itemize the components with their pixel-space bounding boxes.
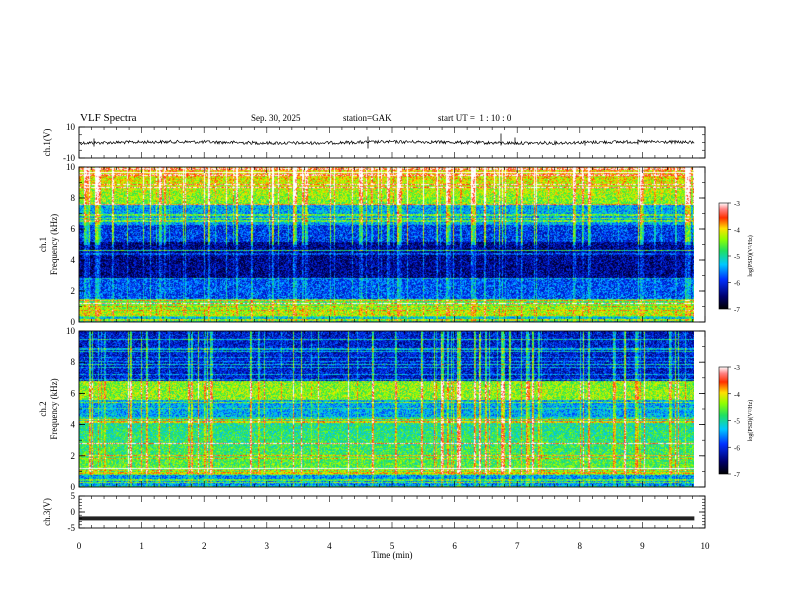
colorbar-label: log(PSD)(V²/Hz) — [747, 235, 754, 276]
colorbar-2 — [718, 366, 729, 475]
colorbar-tick-label: -4 — [734, 391, 740, 399]
y-tick-label: 5 — [71, 491, 76, 501]
date-label: Sep. 30, 2025 — [251, 113, 301, 123]
ch3-waveform-panel: 5 0 -5 ch.3(V) — [42, 491, 706, 533]
ch1-waveform-panel: 10 -10 ch.1(V) — [42, 122, 706, 163]
colorbar-tick-label: -5 — [734, 418, 740, 426]
colorbar-tick-label: -6 — [734, 444, 740, 452]
y-tick-label: 0 — [71, 507, 76, 517]
y-tick-label: 2 — [71, 451, 76, 461]
colorbar-1 — [718, 202, 729, 310]
colorbar-tick-label: -3 — [734, 200, 740, 208]
y-tick-label: -5 — [68, 523, 76, 533]
figure-title: VLF Spectra — [80, 112, 137, 124]
colorbar-tick-label: -6 — [734, 280, 740, 288]
frequency-axis-label: Frequency (kHz) — [49, 378, 59, 439]
frequency-axis-label: Frequency (kHz) — [49, 214, 59, 275]
ch3-waveform-trace — [79, 516, 695, 521]
y-tick-label: 8 — [71, 357, 76, 367]
colorbar-tick-label: -4 — [734, 227, 740, 235]
x-tick-label: 6 — [452, 541, 457, 551]
ch2-spectrogram-image — [79, 331, 694, 487]
x-tick-label: 9 — [640, 541, 645, 551]
start-time-label: start UT = 1 : 10 : 0 — [438, 113, 512, 123]
y-tick-label: 6 — [71, 388, 76, 398]
x-tick-label: 8 — [578, 541, 583, 551]
spectrogram-channel-label: ch.1 — [38, 237, 48, 252]
time-axis: 0 1 2 3 4 5 6 7 8 9 10 Time (min) — [77, 541, 710, 560]
x-tick-label: 2 — [202, 541, 207, 551]
y-tick-label: 10 — [66, 326, 76, 336]
spectrogram-channel-label: ch.2 — [38, 401, 48, 416]
colorbar-tick-label: -7 — [734, 471, 740, 479]
x-tick-label: 10 — [701, 541, 711, 551]
y-tick-label: 10 — [66, 162, 76, 172]
x-tick-label: 0 — [77, 541, 82, 551]
y-tick-label: 6 — [71, 224, 76, 234]
ch1-spectrogram-image — [79, 167, 694, 322]
x-axis-label: Time (min) — [372, 550, 413, 560]
y-tick-label: 4 — [71, 420, 76, 430]
colorbar-tick-label: -3 — [734, 364, 740, 372]
ch1-spectrogram-panel: 0 2 4 6 8 10 ch.1 Frequency (kHz) — [38, 162, 706, 327]
y-tick-label: 8 — [71, 193, 76, 203]
ch1-waveform-trace — [78, 139, 695, 146]
y-tick-label: -10 — [63, 153, 75, 163]
colorbar-label: log(PSD)(V²/Hz) — [747, 400, 754, 441]
ch1-ylabel: ch.1(V) — [42, 129, 52, 157]
colorbar-tick-label: -7 — [734, 306, 740, 314]
x-tick-label: 1 — [139, 541, 144, 551]
station-label: station=GAK — [343, 113, 392, 123]
y-tick-label: 10 — [66, 122, 76, 132]
x-tick-label: 3 — [265, 541, 270, 551]
colorbar-tick-label: -5 — [734, 253, 740, 261]
x-tick-label: 7 — [515, 541, 520, 551]
y-tick-label: 0 — [71, 482, 76, 492]
x-tick-label: 5 — [390, 541, 395, 551]
colorbars: -3 -4 -5 -6 -7 log(PSD)(V²/Hz) -3 -4 -5 -6 -7 log(P… — [718, 200, 754, 479]
y-tick-label: 2 — [71, 286, 76, 296]
y-tick-label: 0 — [71, 317, 76, 327]
y-tick-label: 4 — [71, 255, 76, 265]
ch2-spectrogram-panel: 0 2 4 6 8 10 ch.2 Frequency (kHz) — [38, 326, 706, 492]
x-tick-label: 4 — [327, 541, 332, 551]
ch3-ylabel: ch.3(V) — [42, 498, 52, 526]
